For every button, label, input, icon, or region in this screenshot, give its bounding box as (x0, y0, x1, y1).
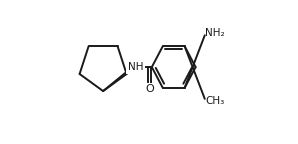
Text: NH₂: NH₂ (206, 28, 225, 38)
Text: O: O (145, 84, 154, 94)
Text: NH: NH (128, 62, 143, 72)
Text: CH₃: CH₃ (206, 96, 225, 106)
